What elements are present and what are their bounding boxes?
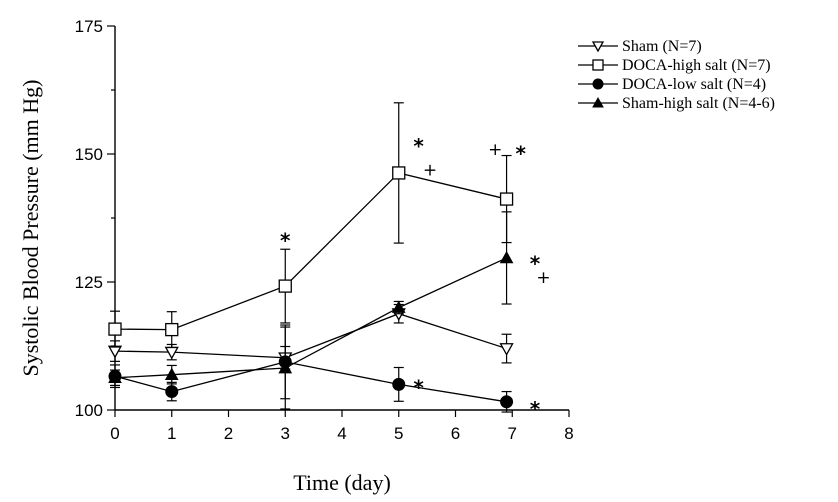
legend: Sham (N=7) DOCA-high salt (N=7) DOCA-low s… bbox=[578, 38, 775, 112]
legend-label: DOCA-low salt (N=4) bbox=[622, 76, 766, 93]
triangle-down-marker bbox=[499, 343, 514, 356]
triangle-up-marker bbox=[499, 250, 514, 264]
x-tick-label: 4 bbox=[337, 424, 346, 443]
significance-star: * bbox=[413, 375, 424, 399]
circle-marker bbox=[165, 385, 179, 399]
triangle-up-marker bbox=[391, 300, 406, 313]
significance-star: * bbox=[516, 141, 527, 165]
y-tick-label: 150 bbox=[75, 145, 103, 164]
x-tick-label: 0 bbox=[110, 424, 119, 443]
square-marker bbox=[278, 279, 292, 293]
square-marker bbox=[592, 59, 604, 71]
significance-star: * bbox=[280, 228, 291, 252]
x-tick-label: 7 bbox=[508, 424, 517, 443]
x-tick-label: 2 bbox=[224, 424, 233, 443]
series-0 bbox=[107, 303, 514, 370]
circle-marker bbox=[500, 395, 514, 409]
significance-plus: + bbox=[536, 268, 550, 288]
series-1 bbox=[108, 102, 514, 349]
x-tick-label: 5 bbox=[394, 424, 403, 443]
triangle-up-marker bbox=[278, 360, 293, 374]
legend-item: DOCA-low salt (N=4) bbox=[578, 76, 766, 93]
y-tick-label: 175 bbox=[75, 17, 103, 36]
square-marker bbox=[165, 322, 179, 337]
triangle-up-marker bbox=[592, 96, 604, 108]
x-tick-label: 6 bbox=[451, 424, 460, 443]
legend-item: Sham-high salt (N=4-6) bbox=[578, 95, 775, 112]
significance-plus: + bbox=[423, 160, 437, 180]
series-line bbox=[114, 172, 507, 331]
plot-area: **++ **+** bbox=[107, 102, 551, 421]
series-3 bbox=[108, 211, 514, 410]
legend-label: Sham-high salt (N=4-6) bbox=[622, 95, 775, 112]
series-2 bbox=[108, 324, 514, 413]
legend-item: Sham (N=7) bbox=[578, 38, 702, 55]
y-tick-label: 125 bbox=[75, 273, 103, 292]
legend-label: Sham (N=7) bbox=[622, 38, 702, 55]
legend-label: DOCA-high salt (N=7) bbox=[622, 57, 771, 74]
significance-star: * bbox=[530, 397, 541, 421]
legend-item: DOCA-high salt (N=7) bbox=[578, 57, 771, 74]
square-marker bbox=[108, 322, 122, 336]
x-tick-label: 3 bbox=[281, 424, 290, 443]
triangle-up-marker bbox=[164, 367, 179, 380]
square-marker bbox=[392, 166, 406, 180]
significance-star: * bbox=[530, 252, 541, 276]
circle-marker bbox=[592, 78, 604, 90]
y-tick-label: 100 bbox=[75, 401, 103, 420]
circle-marker bbox=[392, 377, 406, 391]
x-axis-label: Time (day) bbox=[293, 470, 391, 495]
x-tick-label: 8 bbox=[564, 424, 573, 443]
triangle-up-marker bbox=[108, 370, 122, 384]
significance-star: * bbox=[413, 134, 424, 158]
triangle-down-marker bbox=[591, 41, 605, 53]
y-axis-label: Systolic Blood Pressure (mm Hg) bbox=[18, 80, 43, 377]
x-tick-label: 1 bbox=[167, 424, 176, 443]
significance-plus: + bbox=[488, 140, 502, 160]
square-marker bbox=[499, 192, 514, 206]
axes: 0 1 2 3 4 5 6 7 8 100 125 150 175 bbox=[75, 17, 574, 443]
